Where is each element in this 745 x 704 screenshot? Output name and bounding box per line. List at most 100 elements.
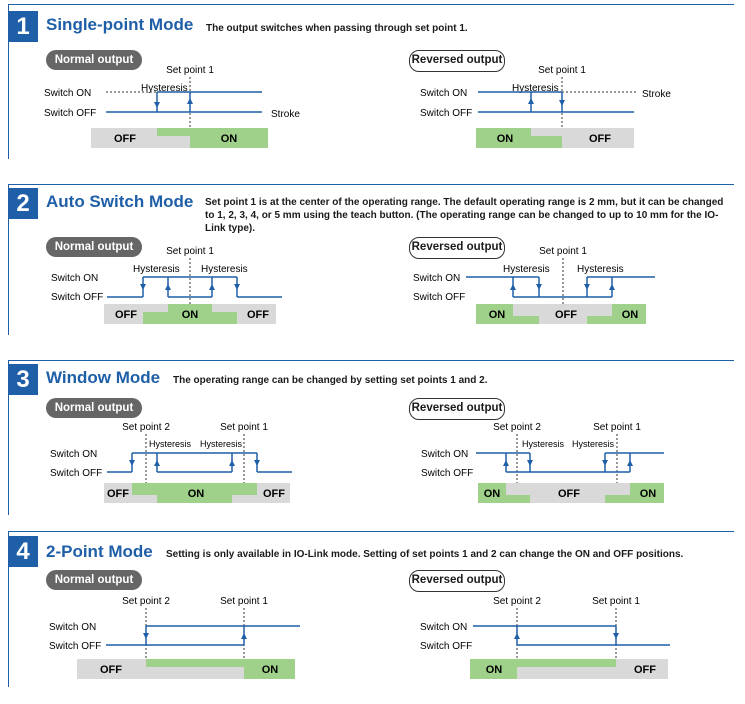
- two-point-normal-diagram: Set point 2 Set point 1 Switch ON Switch…: [49, 596, 300, 679]
- two-point-reversed-diagram: Set point 2 Set point 1 Switch ON Switch…: [420, 596, 670, 679]
- switch-off-label: Switch OFF: [421, 468, 473, 479]
- switch-on-label: Switch ON: [51, 273, 98, 284]
- switch-on-label: Switch ON: [44, 88, 91, 99]
- single-point-normal-diagram: Set point 1 Hysteresis Switch ON Switch …: [44, 65, 300, 148]
- hysteresis-label: Hysteresis: [522, 439, 565, 449]
- on-text: ON: [640, 488, 657, 500]
- down-arrow-icon: [154, 102, 160, 108]
- switch-off-label: Switch OFF: [413, 292, 465, 303]
- up-arrow-icon: [165, 284, 171, 290]
- set-point-1-label: Set point 1: [220, 596, 268, 607]
- section-frame: [8, 360, 734, 515]
- on-text: ON: [188, 488, 205, 500]
- section-description: The operating range can be changed by se…: [173, 375, 488, 386]
- on-bar: [190, 128, 268, 148]
- section-number: 4: [8, 536, 38, 567]
- set-point-2-label: Set point 2: [493, 596, 541, 607]
- hysteresis-label: Hysteresis: [133, 264, 180, 275]
- stroke-label: Stroke: [271, 109, 300, 120]
- down-arrow-icon: [613, 633, 619, 639]
- up-arrow-icon: [187, 98, 193, 104]
- section-number: 3: [8, 364, 38, 395]
- off-text: OFF: [555, 309, 577, 321]
- down-arrow-icon: [234, 284, 240, 290]
- down-arrow-icon: [536, 284, 542, 290]
- hysteresis-label: Hysteresis: [503, 264, 550, 275]
- set-point-1-label: Set point 1: [166, 65, 214, 76]
- switch-on-label: Switch ON: [420, 622, 467, 633]
- auto-switch-reversed-diagram: Set point 1 Hysteresis Hysteresis Switch…: [413, 246, 655, 324]
- section-window-mode: 3 Window Mode The operating range can be…: [0, 360, 745, 516]
- up-arrow-icon: [514, 633, 520, 639]
- auto-switch-normal-diagram: Set point 1 Hysteresis Hysteresis Switch…: [51, 246, 282, 324]
- off-text: OFF: [247, 309, 269, 321]
- normal-output-label: Normal output: [46, 237, 142, 257]
- on-text: ON: [484, 488, 501, 500]
- off-text: OFF: [114, 133, 136, 145]
- window-normal-diagram: Set point 2 Set point 1 Hysteresis Hyste…: [50, 422, 292, 503]
- on-bar: [157, 483, 232, 503]
- switch-off-label: Switch OFF: [44, 108, 96, 119]
- switch-off-label: Switch OFF: [51, 292, 103, 303]
- section-frame: [8, 531, 734, 687]
- off-bar: [562, 128, 634, 148]
- section-title: 2-Point Mode: [46, 542, 153, 561]
- switch-on-label: Switch ON: [50, 449, 97, 460]
- up-arrow-icon: [627, 460, 633, 466]
- off-text: OFF: [107, 488, 129, 500]
- set-point-1-label: Set point 1: [538, 65, 586, 76]
- off-text: OFF: [115, 309, 137, 321]
- section-frame: [8, 184, 734, 335]
- switch-off-label: Switch OFF: [420, 108, 472, 119]
- switch-on-label: Switch ON: [49, 622, 96, 633]
- hysteresis-label: Hysteresis: [512, 83, 559, 94]
- on-text: ON: [221, 133, 238, 145]
- switch-off-label: Switch OFF: [420, 641, 472, 652]
- single-point-reversed-diagram: Set point 1 Hysteresis Switch ON Switch …: [420, 65, 671, 148]
- down-arrow-icon: [129, 460, 135, 466]
- switch-off-label: Switch OFF: [49, 641, 101, 652]
- section-description: Set point 1 is at the center of the oper…: [205, 197, 724, 234]
- normal-output-label: Normal output: [46, 570, 142, 590]
- hysteresis-label: Hysteresis: [577, 264, 624, 275]
- on-text: ON: [497, 133, 514, 145]
- section-description: Setting is only available in IO-Link mod…: [166, 549, 684, 560]
- window-reversed-diagram: Set point 2 Set point 1 Hysteresis Hyste…: [421, 422, 664, 503]
- hysteresis-label: Hysteresis: [572, 439, 615, 449]
- switch-on-label: Switch ON: [413, 273, 460, 284]
- normal-output-label: Normal output: [46, 398, 142, 418]
- on-text: ON: [262, 664, 279, 676]
- off-text: OFF: [634, 664, 656, 676]
- on-text: ON: [622, 309, 639, 321]
- section-frame: [8, 4, 734, 159]
- set-point-1-label: Set point 1: [592, 596, 640, 607]
- off-bar: [539, 304, 587, 324]
- section-title: Single-point Mode: [46, 15, 194, 34]
- off-bar: [616, 659, 668, 679]
- switch-on-label: Switch ON: [420, 88, 467, 99]
- down-arrow-icon: [140, 284, 146, 290]
- down-arrow-icon: [254, 460, 260, 466]
- up-arrow-icon: [154, 460, 160, 466]
- hysteresis-label: Hysteresis: [201, 264, 248, 275]
- section-auto-switch-mode: 2 Auto Switch Mode Set point 1 is at the…: [0, 184, 745, 336]
- down-arrow-icon: [584, 284, 590, 290]
- off-text: OFF: [558, 488, 580, 500]
- section-description: The output switches when passing through…: [206, 23, 468, 34]
- switch-on-label: Switch ON: [421, 449, 468, 460]
- hysteresis-label: Hysteresis: [149, 439, 192, 449]
- up-arrow-icon: [528, 98, 534, 104]
- up-arrow-icon: [609, 284, 615, 290]
- section-title: Window Mode: [46, 368, 161, 387]
- stroke-label: Stroke: [642, 89, 671, 100]
- down-arrow-icon: [527, 460, 533, 466]
- down-arrow-icon: [559, 100, 565, 106]
- up-arrow-icon: [229, 460, 235, 466]
- section-number: 1: [8, 11, 38, 42]
- section-single-point-mode: 1 Single-point Mode The output switches …: [0, 0, 745, 160]
- on-text: ON: [182, 309, 199, 321]
- section-number: 2: [8, 188, 38, 219]
- set-point-2-label: Set point 2: [122, 596, 170, 607]
- normal-output-label: Normal output: [46, 50, 142, 70]
- up-arrow-icon: [209, 284, 215, 290]
